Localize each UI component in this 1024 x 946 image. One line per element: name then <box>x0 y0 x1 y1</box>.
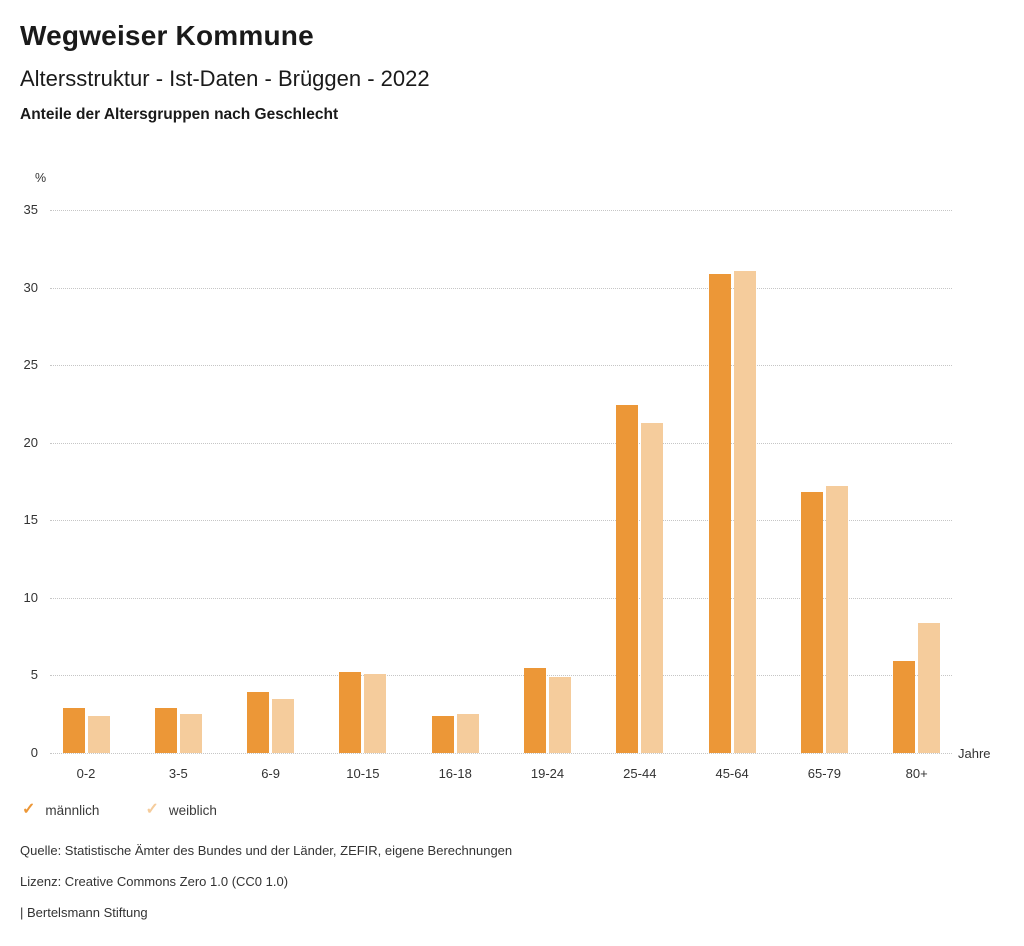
bar-weiblich-19-24[interactable] <box>549 676 571 753</box>
gridline-35 <box>50 210 952 211</box>
gridline-5 <box>50 675 952 677</box>
x-tick-label-6-9: 6-9 <box>261 766 280 781</box>
check-icon: ✓ <box>22 801 36 818</box>
bar-männlich-16-18[interactable] <box>431 715 454 753</box>
y-tick-label-30: 30 <box>23 279 38 295</box>
x-tick-label-10-15: 10-15 <box>346 766 380 781</box>
check-icon: ✓ <box>145 801 159 818</box>
x-tick-label-19-24: 19-24 <box>530 766 565 781</box>
y-axis-unit-label: % <box>35 171 47 185</box>
bar-weiblich-10-15[interactable] <box>364 673 387 753</box>
bar-männlich-10-15[interactable] <box>339 672 362 753</box>
bar-männlich-80+[interactable] <box>893 661 916 753</box>
bar-männlich-0-2[interactable] <box>62 708 85 753</box>
y-tick-label-10: 10 <box>23 589 38 605</box>
legend: ✓ männlich ✓ weiblich <box>22 802 217 818</box>
gridline-15 <box>50 520 952 522</box>
legend-label: weiblich <box>168 802 217 818</box>
bar-männlich-25-44[interactable] <box>616 405 639 753</box>
legend-item-weiblich[interactable]: ✓ weiblich <box>145 802 216 818</box>
x-tick-label-80+: 80+ <box>905 766 928 781</box>
y-tick-label-35: 35 <box>23 202 38 217</box>
page-title: Wegweiser Kommune <box>20 20 314 51</box>
x-tick-label-25-44: 25-44 <box>623 766 657 781</box>
footer-license: Lizenz: Creative Commons Zero 1.0 (CC0 1… <box>20 874 289 889</box>
x-tick-label-65-79: 65-79 <box>807 766 842 781</box>
bar-männlich-3-5[interactable] <box>154 708 177 753</box>
bar-männlich-6-9[interactable] <box>247 692 270 753</box>
y-tick-label-5: 5 <box>30 667 38 683</box>
x-axis-label: Jahre <box>958 746 991 761</box>
legend-item-maennlich[interactable]: ✓ männlich <box>22 802 99 818</box>
gridline-25 <box>50 365 952 367</box>
bar-weiblich-6-9[interactable] <box>272 698 295 753</box>
x-tick-label-0-2: 0-2 <box>76 766 96 781</box>
bar-weiblich-45-64[interactable] <box>733 270 756 753</box>
footer-attribution: | Bertelsmann Stiftung <box>20 905 148 920</box>
bar-männlich-19-24[interactable] <box>524 667 546 753</box>
x-tick-label-45-64: 45-64 <box>715 766 749 781</box>
y-tick-label-0: 0 <box>30 745 38 760</box>
bar-weiblich-3-5[interactable] <box>179 714 202 753</box>
footer-source: Quelle: Statistische Ämter des Bundes un… <box>20 843 513 858</box>
bar-weiblich-0-2[interactable] <box>87 715 110 753</box>
bar-weiblich-25-44[interactable] <box>641 422 664 753</box>
y-tick-label-20: 20 <box>23 434 38 450</box>
chart-caption: Anteile der Altersgruppen nach Geschlech… <box>20 106 339 123</box>
legend-label: männlich <box>45 802 100 818</box>
y-tick-label-15: 15 <box>23 512 38 528</box>
x-tick-label-16-18: 16-18 <box>438 766 472 781</box>
bar-weiblich-65-79[interactable] <box>825 486 848 753</box>
gridline-0 <box>50 753 952 754</box>
bar-männlich-45-64[interactable] <box>708 273 731 753</box>
gridline-10 <box>50 597 952 599</box>
y-tick-label-25: 25 <box>23 357 38 373</box>
bar-männlich-65-79[interactable] <box>800 492 823 753</box>
gridline-30 <box>50 287 952 289</box>
bar-weiblich-80+[interactable] <box>918 622 941 753</box>
bar-weiblich-16-18[interactable] <box>456 714 479 753</box>
chart-subtitle: Altersstruktur - Ist-Daten - Brüggen - 2… <box>20 66 430 91</box>
x-tick-label-3-5: 3-5 <box>168 766 188 781</box>
gridline-20 <box>50 442 952 444</box>
